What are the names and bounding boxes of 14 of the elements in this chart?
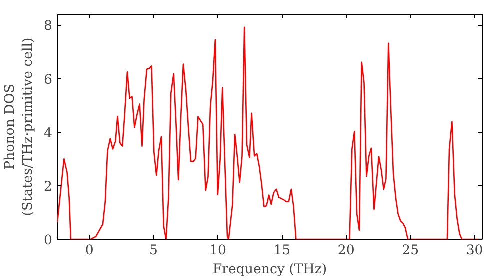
x-tick-label: 20	[338, 244, 355, 258]
x-tick-label: 10	[210, 244, 226, 258]
x-axis-title: Frequency (THz)	[212, 262, 328, 278]
x-tick-label: 5	[150, 244, 158, 258]
x-tick-label: 25	[402, 244, 420, 258]
y-tick-label: 6	[44, 72, 53, 88]
x-tick-label: 0	[85, 244, 94, 258]
y-tick-label: 2	[44, 180, 53, 195]
y-tick-label: 4	[44, 126, 53, 142]
y-tick-label: 8	[44, 19, 53, 34]
x-tick-label: 30	[466, 244, 484, 258]
y-axis-title: Phonon DOS (States/THz·primitive cell)	[3, 38, 36, 216]
x-tick-label: 15	[274, 244, 291, 258]
y-tick-label: 0	[44, 234, 53, 248]
